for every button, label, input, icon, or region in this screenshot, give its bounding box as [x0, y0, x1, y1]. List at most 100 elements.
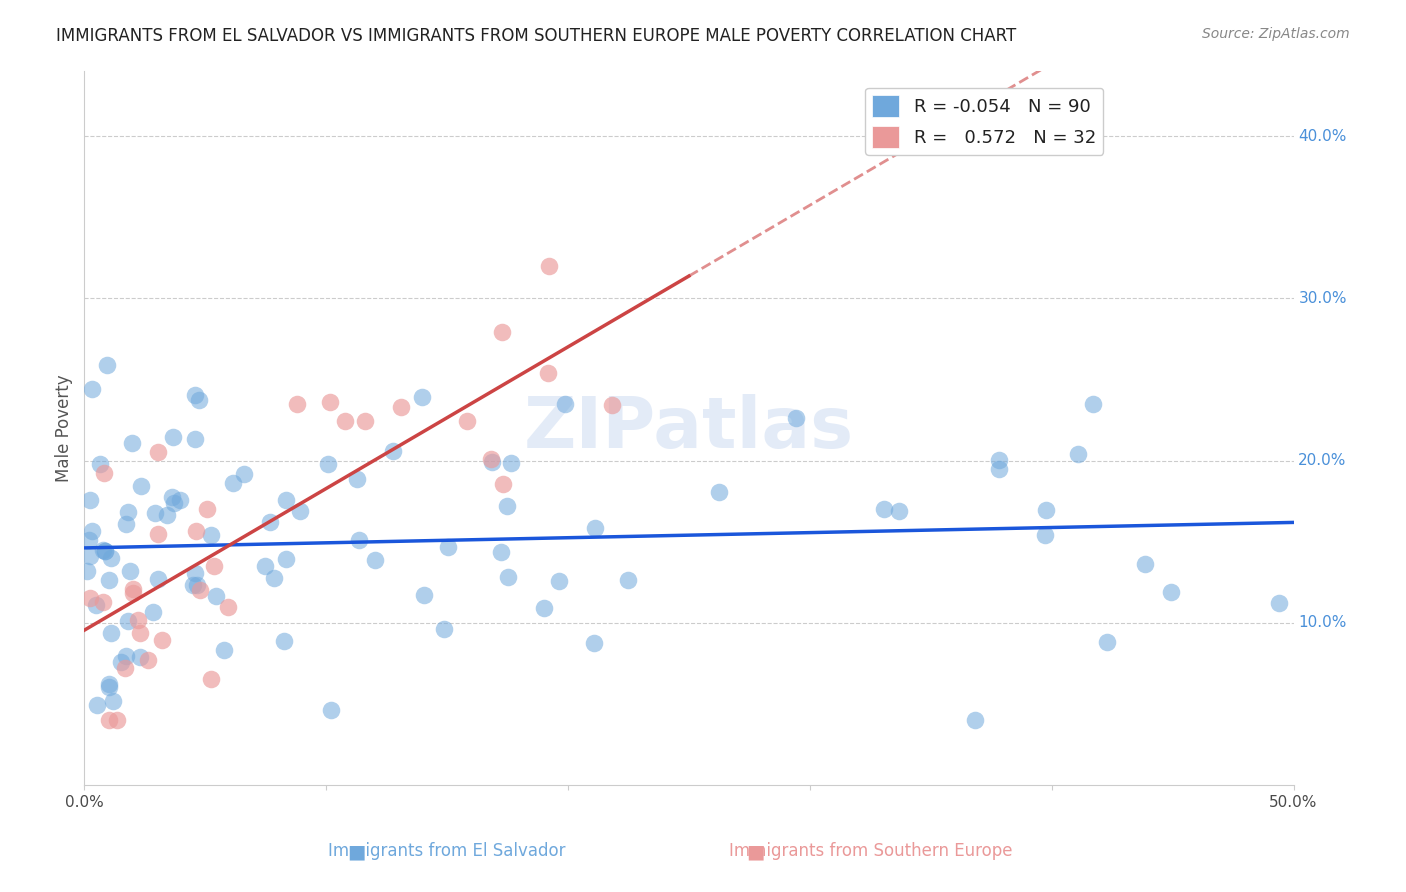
Point: [602, 398, 624, 412]
Point: [186, 578, 208, 592]
Point: [93, 466, 115, 480]
Point: [433, 622, 456, 636]
Text: 40.0%: 40.0%: [1298, 128, 1347, 144]
Point: [987, 461, 1010, 475]
Point: [333, 414, 356, 428]
Point: [103, 694, 125, 708]
Point: [100, 625, 122, 640]
Point: [212, 643, 235, 657]
Point: [110, 655, 132, 669]
Point: [156, 508, 179, 523]
Point: [202, 558, 225, 573]
Point: [492, 477, 515, 491]
Point: [183, 432, 205, 446]
Point: [146, 445, 169, 459]
Point: [129, 479, 152, 493]
Point: [1268, 596, 1291, 610]
Point: [86, 698, 108, 712]
Point: [79, 591, 101, 606]
Point: [389, 400, 412, 414]
Point: [537, 259, 560, 273]
Point: [94, 544, 117, 558]
Point: [1133, 557, 1156, 571]
Point: [554, 397, 576, 411]
Y-axis label: Male Poverty: Male Poverty: [55, 375, 73, 482]
Point: [872, 501, 894, 516]
Point: [274, 552, 297, 566]
Point: [163, 496, 186, 510]
Point: [127, 613, 149, 627]
Point: [129, 625, 152, 640]
Text: 30.0%: 30.0%: [1298, 291, 1347, 306]
Point: [204, 589, 226, 603]
Point: [80, 382, 103, 396]
Point: [963, 713, 986, 727]
Point: [437, 540, 460, 554]
Point: [184, 524, 207, 538]
Point: [162, 429, 184, 443]
Point: [121, 436, 143, 450]
Point: [1035, 503, 1057, 517]
Point: [98, 680, 121, 694]
Text: 10.0%: 10.0%: [1298, 615, 1347, 631]
Point: [1081, 397, 1104, 411]
Point: [582, 636, 605, 650]
Point: [94, 544, 117, 558]
Point: [363, 553, 385, 567]
Point: [118, 565, 141, 579]
Point: [491, 325, 513, 339]
Point: [146, 526, 169, 541]
Point: [187, 393, 209, 408]
Text: Immigrants from El Salvador: Immigrants from El Salvador: [329, 842, 565, 860]
Point: [1095, 635, 1118, 649]
Text: IMMIGRANTS FROM EL SALVADOR VS IMMIGRANTS FROM SOUTHERN EUROPE MALE POVERTY CORR: IMMIGRANTS FROM EL SALVADOR VS IMMIGRANT…: [56, 27, 1017, 45]
Point: [496, 570, 519, 584]
Point: [533, 601, 555, 615]
Text: Immigrants from Southern Europe: Immigrants from Southern Europe: [728, 842, 1012, 860]
Point: [290, 504, 312, 518]
Point: [84, 598, 107, 612]
Point: [76, 564, 98, 578]
Point: [160, 491, 183, 505]
Point: [77, 533, 100, 547]
Point: [184, 566, 207, 580]
Point: [200, 672, 222, 686]
Point: [316, 458, 339, 472]
Point: [276, 493, 298, 508]
Point: [96, 358, 118, 372]
Text: ■: ■: [347, 842, 366, 861]
Point: [548, 574, 571, 588]
Point: [353, 414, 375, 428]
Point: [79, 493, 101, 508]
Point: [195, 501, 218, 516]
Point: [489, 545, 512, 559]
Point: [150, 633, 173, 648]
Point: [115, 517, 138, 532]
Point: [346, 472, 368, 486]
Point: [128, 650, 150, 665]
Point: [1067, 446, 1090, 460]
Point: [887, 504, 910, 518]
Point: [122, 582, 145, 596]
Point: [1160, 584, 1182, 599]
Legend: R = -0.054   N = 90, R =   0.572   N = 32: R = -0.054 N = 90, R = 0.572 N = 32: [865, 87, 1104, 155]
Point: [481, 455, 503, 469]
Point: [347, 533, 370, 547]
Point: [184, 388, 207, 402]
Point: [143, 506, 166, 520]
Point: [263, 571, 285, 585]
Point: [91, 594, 114, 608]
Point: [259, 515, 281, 529]
Point: [217, 600, 239, 615]
Point: [319, 394, 342, 409]
Point: [121, 586, 143, 600]
Point: [82, 524, 104, 538]
Point: [583, 521, 606, 535]
Point: [411, 390, 433, 404]
Point: [117, 614, 139, 628]
Point: [169, 493, 191, 508]
Text: ■: ■: [747, 842, 765, 861]
Point: [115, 649, 138, 664]
Point: [100, 550, 122, 565]
Point: [146, 572, 169, 586]
